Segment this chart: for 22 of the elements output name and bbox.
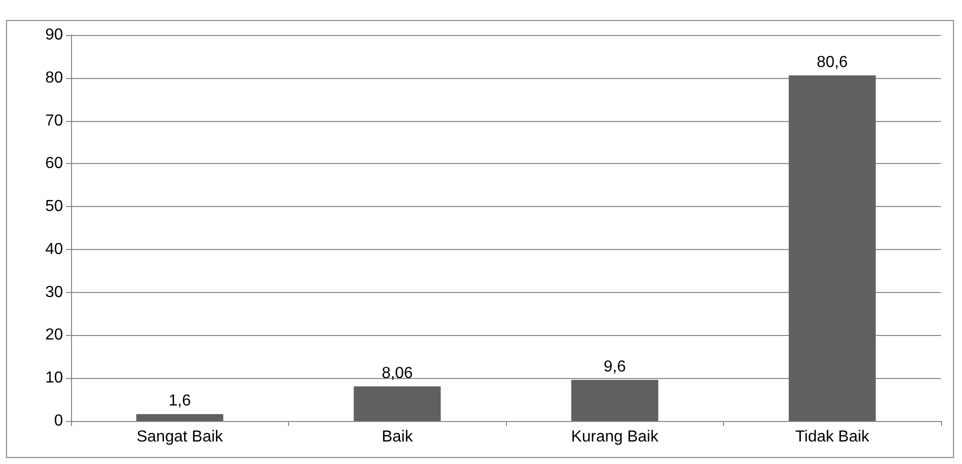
x-tick-label: Sangat Baik: [136, 428, 224, 446]
y-tick-label: 70: [45, 112, 64, 130]
data-label: 9,6: [604, 358, 626, 376]
x-tick-label: Kurang Baik: [571, 428, 660, 446]
data-label: 1,6: [168, 392, 191, 410]
bar: [571, 380, 658, 421]
bar: [788, 75, 876, 421]
y-tick-label: 20: [45, 326, 64, 344]
y-tick-label: 90: [45, 26, 64, 44]
x-tick-label: Baik: [382, 428, 414, 446]
x-tick-label: Tidak Baik: [795, 428, 870, 446]
y-tick-label: 50: [45, 198, 64, 216]
y-tick-label: 60: [45, 155, 64, 172]
y-tick-label: 0: [54, 412, 64, 430]
bar: [354, 386, 441, 421]
y-tick-label: 30: [45, 284, 64, 301]
data-label: 80,6: [816, 54, 848, 71]
bar: [136, 414, 224, 421]
y-tick-label: 10: [45, 370, 64, 387]
y-tick-label: 80: [45, 69, 64, 86]
data-label: 8,06: [382, 364, 413, 382]
y-tick-label: 40: [45, 240, 64, 258]
